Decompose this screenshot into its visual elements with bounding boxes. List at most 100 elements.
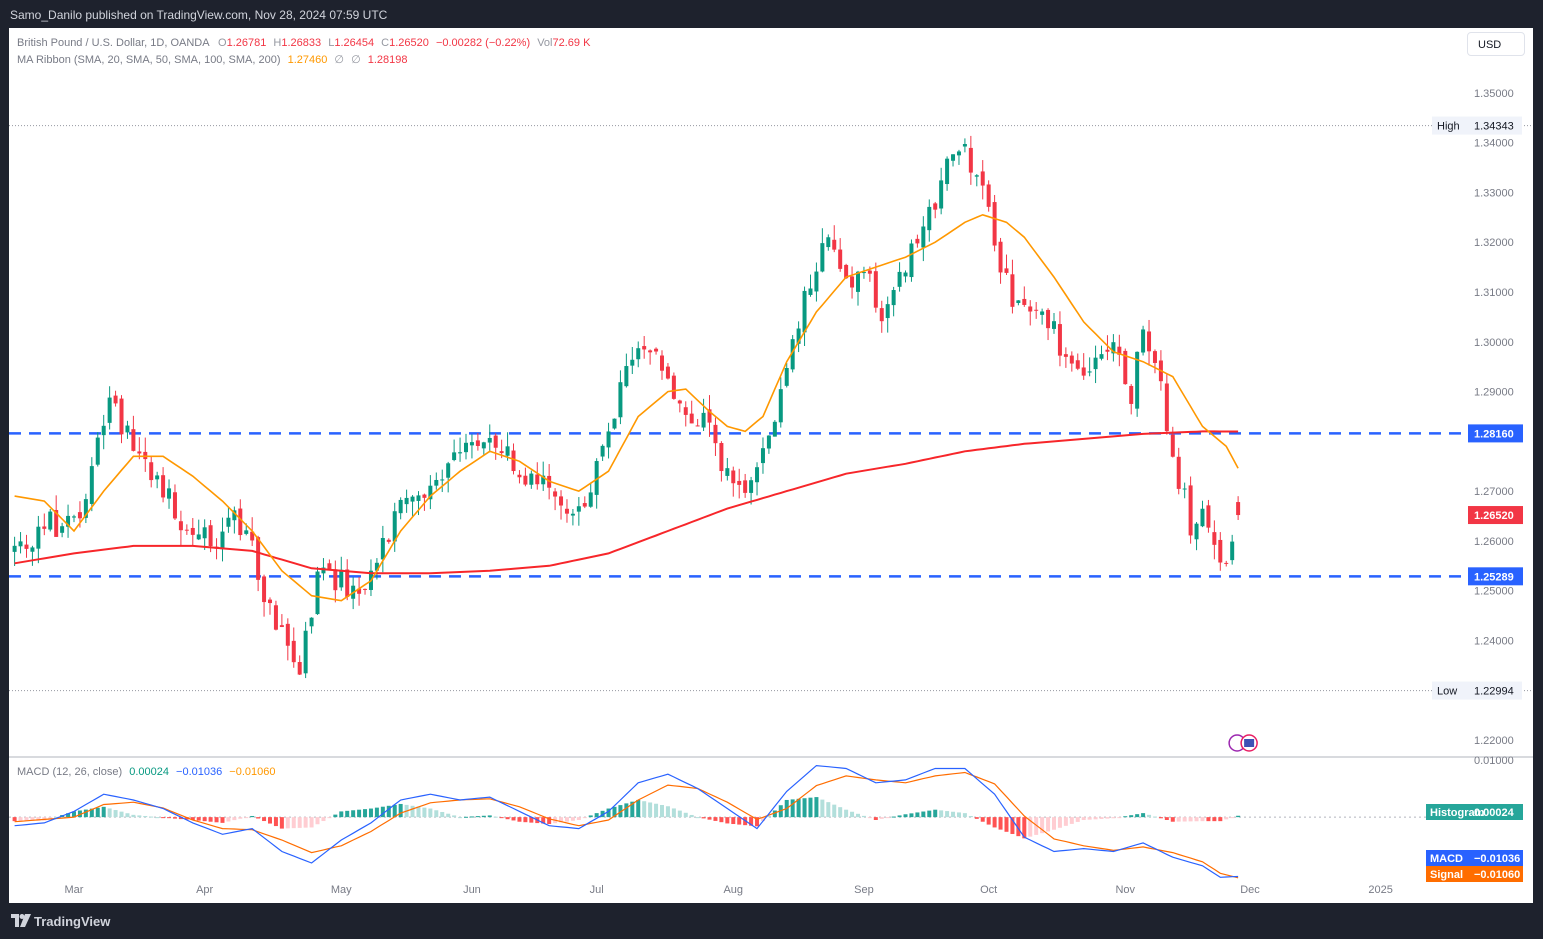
candle-body xyxy=(440,479,445,481)
candle-body xyxy=(648,350,653,353)
price-tick-label: 1.35000 xyxy=(1474,88,1514,100)
candle-body xyxy=(297,662,302,675)
histogram-bar xyxy=(184,817,189,820)
instrument-legend: British Pound / U.S. Dollar, 1D, OANDA O… xyxy=(17,37,590,49)
histogram-bar xyxy=(547,817,552,825)
candle-body xyxy=(1129,385,1134,404)
ma-100-value: ∅ xyxy=(351,54,361,66)
candle-body xyxy=(250,531,255,541)
candle-body xyxy=(83,499,88,518)
histogram-bar xyxy=(992,817,997,828)
candle-body xyxy=(838,249,843,269)
histogram-bar xyxy=(333,814,338,818)
signal-label-box xyxy=(1426,866,1523,882)
candle-body xyxy=(18,541,23,547)
candle-body xyxy=(184,529,189,531)
price-tick-label: 1.31000 xyxy=(1474,287,1514,299)
footer-bar: TradingView xyxy=(0,903,1543,939)
histogram-bar xyxy=(273,817,278,827)
histogram-bar xyxy=(268,817,272,824)
histogram-bar xyxy=(1081,817,1086,820)
histogram-bar xyxy=(1052,817,1056,830)
candle-body xyxy=(945,158,950,185)
candle-body xyxy=(499,451,504,454)
histogram-bar xyxy=(1093,817,1098,820)
candle-body xyxy=(374,562,379,571)
candle-body xyxy=(713,424,718,444)
histogram-bar xyxy=(802,798,807,818)
ma-200-value: 1.28198 xyxy=(367,54,408,66)
candle-body xyxy=(511,450,516,472)
candle-body xyxy=(891,290,896,306)
histogram-bar xyxy=(1016,817,1021,837)
histogram-bar xyxy=(511,817,516,821)
publisher-bar: Samo_Danilo published on TradingView.com… xyxy=(0,0,1543,28)
histogram-bar xyxy=(606,808,611,818)
histogram-bar xyxy=(416,806,421,818)
histogram-bar xyxy=(570,817,575,821)
histogram-bar xyxy=(921,811,926,818)
candle-body xyxy=(386,539,391,542)
histogram-bar xyxy=(131,814,136,818)
candle-body xyxy=(861,272,866,274)
histogram-bar xyxy=(1206,817,1211,822)
histogram-bar xyxy=(95,807,100,818)
histogram-bar xyxy=(1224,817,1229,820)
histogram-bar xyxy=(279,817,284,829)
histogram-bar xyxy=(1046,817,1051,832)
candle-body xyxy=(1069,355,1074,364)
histogram-bar xyxy=(891,816,896,818)
histogram-bar xyxy=(909,813,914,818)
histogram-bar xyxy=(107,808,112,818)
candle-body xyxy=(1218,539,1223,563)
histogram-bar xyxy=(309,817,314,828)
histogram-bar xyxy=(1135,814,1140,818)
level-label-box xyxy=(1468,567,1523,586)
chart-area[interactable]: British Pound / U.S. Dollar, 1D, OANDA O… xyxy=(9,28,1533,903)
histogram-label: Histogram xyxy=(1430,807,1485,819)
candle-body xyxy=(30,547,35,552)
candle-body xyxy=(256,537,261,580)
candle-body xyxy=(131,429,136,451)
histogram-bar xyxy=(1075,817,1080,822)
histogram-bar xyxy=(618,805,623,818)
candle-body xyxy=(582,503,587,507)
currency-button[interactable]: USD xyxy=(1467,32,1525,56)
candle-body xyxy=(897,271,902,287)
histogram-bar xyxy=(208,817,213,822)
macd-label-box xyxy=(1426,850,1523,866)
histogram-bar xyxy=(321,817,326,822)
histogram-bar xyxy=(262,817,267,822)
high-label-box xyxy=(1432,116,1470,135)
candle-body xyxy=(458,452,463,454)
histogram-bar xyxy=(856,813,860,818)
histogram-bar xyxy=(772,810,777,818)
histogram-bar xyxy=(1117,817,1122,819)
close-label: C xyxy=(381,37,390,49)
histogram-bar xyxy=(1022,817,1027,839)
candle-body xyxy=(642,346,647,350)
sma-20-line xyxy=(14,213,1239,602)
histogram-bar xyxy=(974,817,979,819)
candle-body xyxy=(1087,371,1092,373)
candle-body xyxy=(1057,324,1062,356)
candle-body xyxy=(909,243,914,278)
low-value: 1.22994 xyxy=(1474,686,1514,698)
candle-body xyxy=(89,466,94,504)
histogram-bar xyxy=(446,813,451,818)
histogram-bar xyxy=(481,815,486,818)
histogram-bar xyxy=(196,817,201,821)
price-tick-label: 1.27000 xyxy=(1474,486,1514,498)
histogram-bar xyxy=(1123,816,1128,818)
histogram-bar xyxy=(469,816,474,818)
histogram-bar xyxy=(885,817,890,819)
histogram-bar xyxy=(161,817,166,819)
histogram-bar xyxy=(1212,817,1217,822)
histogram-bar xyxy=(588,815,593,818)
histogram-bar xyxy=(612,806,617,818)
candle-body xyxy=(167,488,172,499)
price-chart[interactable]: 1.22000 1.24000 1.25000 1.26000 1.27000 1.290… xyxy=(9,28,1533,903)
histogram-bar xyxy=(493,816,498,818)
histogram-bar xyxy=(113,810,118,818)
candle-body xyxy=(178,521,183,531)
